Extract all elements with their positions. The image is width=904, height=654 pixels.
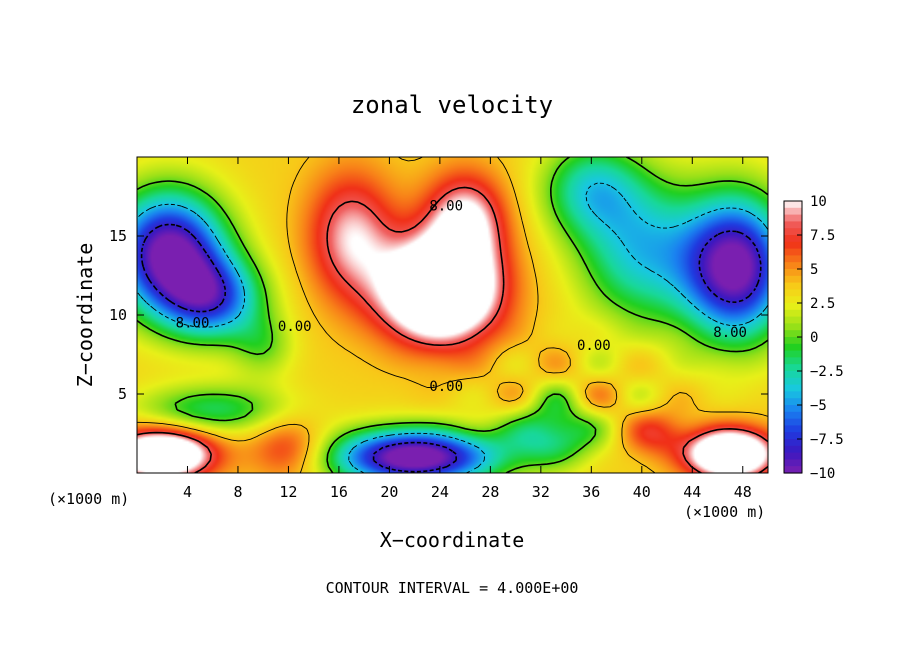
colorbar-block bbox=[784, 262, 802, 270]
velocity-field-raster bbox=[137, 157, 768, 473]
x-tick-label: 48 bbox=[734, 483, 752, 501]
colorbar-tick-label: −2.5 bbox=[810, 364, 844, 380]
x-tick-label: 4 bbox=[183, 483, 192, 501]
colorbar-block bbox=[784, 323, 802, 331]
x-tick-label: 8 bbox=[233, 483, 242, 501]
x-tick-label: 32 bbox=[532, 483, 550, 501]
contour-label: 0.00 bbox=[278, 319, 312, 335]
x-tick-label: 12 bbox=[279, 483, 297, 501]
y-axis-ticks: 5 10 15 bbox=[109, 227, 768, 403]
x-unit-left: (×1000 m) bbox=[48, 490, 129, 508]
colorbar-ticks: 10 7.5 5 2.5 0 −2.5 −5 −7.5 −10 bbox=[797, 194, 844, 482]
colorbar: 10 7.5 5 2.5 0 −2.5 −5 −7.5 −10 bbox=[783, 194, 844, 482]
contour-label: 8.00 bbox=[429, 199, 463, 215]
colorbar-block bbox=[784, 214, 802, 222]
colorbar-block bbox=[784, 466, 802, 474]
x-tick-label: 24 bbox=[431, 483, 449, 501]
contour-level--8 bbox=[140, 223, 762, 473]
contour-lines bbox=[137, 157, 768, 473]
contour-label: 0.00 bbox=[577, 338, 611, 354]
contour-level-8 bbox=[137, 186, 768, 473]
colorbar-tick-label: 2.5 bbox=[810, 296, 835, 312]
colorbar-block bbox=[784, 350, 802, 358]
colorbar-block bbox=[784, 357, 802, 365]
colorbar-block bbox=[784, 432, 802, 440]
colorbar-tick-label: −10 bbox=[810, 466, 835, 482]
colorbar-tick-label: −7.5 bbox=[810, 432, 844, 448]
colorbar-block bbox=[784, 269, 802, 277]
colorbar-block bbox=[784, 303, 802, 311]
colorbar-tick-label: 7.5 bbox=[810, 228, 835, 244]
colorbar-block bbox=[784, 459, 802, 467]
contour-labels: 8.00 0.00 0.00 0.00 8.00 8.00 bbox=[176, 199, 747, 395]
x-tick-label: 20 bbox=[380, 483, 398, 501]
colorbar-block bbox=[784, 439, 802, 447]
colorbar-block bbox=[784, 364, 802, 372]
colorbar-block bbox=[784, 418, 802, 426]
colorbar-block bbox=[784, 241, 802, 250]
colorbar-block bbox=[784, 289, 802, 297]
colorbar-block bbox=[784, 391, 802, 399]
colorbar-block bbox=[784, 330, 802, 338]
colorbar-tick-label: 10 bbox=[810, 194, 827, 210]
x-axis-label: X−coordinate bbox=[380, 528, 525, 552]
colorbar-block bbox=[784, 309, 802, 318]
colorbar-block bbox=[784, 221, 802, 229]
x-tick-label: 44 bbox=[683, 483, 701, 501]
y-tick-label: 5 bbox=[118, 385, 127, 403]
colorbar-block bbox=[784, 398, 802, 406]
contour-label: 0.00 bbox=[429, 379, 463, 395]
x-tick-label: 40 bbox=[633, 483, 651, 501]
colorbar-block bbox=[784, 201, 802, 209]
colorbar-block bbox=[784, 445, 802, 454]
colorbar-block bbox=[784, 377, 802, 386]
colorbar-block bbox=[784, 248, 802, 256]
colorbar-block bbox=[784, 207, 802, 216]
colorbar-block bbox=[784, 425, 802, 433]
colorbar-block bbox=[784, 405, 802, 413]
colorbar-block bbox=[784, 337, 802, 345]
contour-level-4 bbox=[137, 157, 768, 473]
y-tick-label: 10 bbox=[109, 306, 127, 324]
colorbar-block bbox=[784, 452, 802, 460]
x-tick-label: 16 bbox=[330, 483, 348, 501]
contour-label: 8.00 bbox=[176, 316, 210, 332]
chart-title: zonal velocity bbox=[351, 91, 553, 119]
colorbar-tick-label: 5 bbox=[810, 262, 818, 278]
colorbar-block bbox=[784, 384, 802, 392]
contour-level--4 bbox=[137, 182, 768, 473]
colorbar-block bbox=[784, 371, 802, 379]
colorbar-block bbox=[784, 228, 802, 236]
colorbar-block bbox=[784, 255, 802, 263]
x-tick-label: 28 bbox=[481, 483, 499, 501]
colorbar-tick-label: 0 bbox=[810, 330, 818, 346]
x-axis-ticks: 4 8 12 16 20 24 28 32 36 40 44 48 bbox=[183, 157, 752, 501]
contour-level-0 bbox=[137, 157, 768, 473]
contour-label: 8.00 bbox=[713, 325, 747, 341]
x-unit-right: (×1000 m) bbox=[684, 503, 765, 521]
colorbar-block bbox=[784, 316, 802, 324]
colorbar-block bbox=[784, 411, 802, 420]
y-tick-label: 15 bbox=[109, 227, 127, 245]
colorbar-block bbox=[784, 282, 802, 290]
colorbar-block bbox=[784, 343, 802, 352]
colorbar-tick-label: −5 bbox=[810, 398, 827, 414]
colorbar-block bbox=[784, 275, 802, 284]
colorbar-block bbox=[784, 235, 802, 243]
colorbar-block bbox=[784, 296, 802, 304]
x-tick-label: 36 bbox=[582, 483, 600, 501]
contour-interval-note: CONTOUR INTERVAL = 4.000E+00 bbox=[326, 579, 579, 597]
y-axis-label: Z−coordinate bbox=[73, 243, 97, 388]
